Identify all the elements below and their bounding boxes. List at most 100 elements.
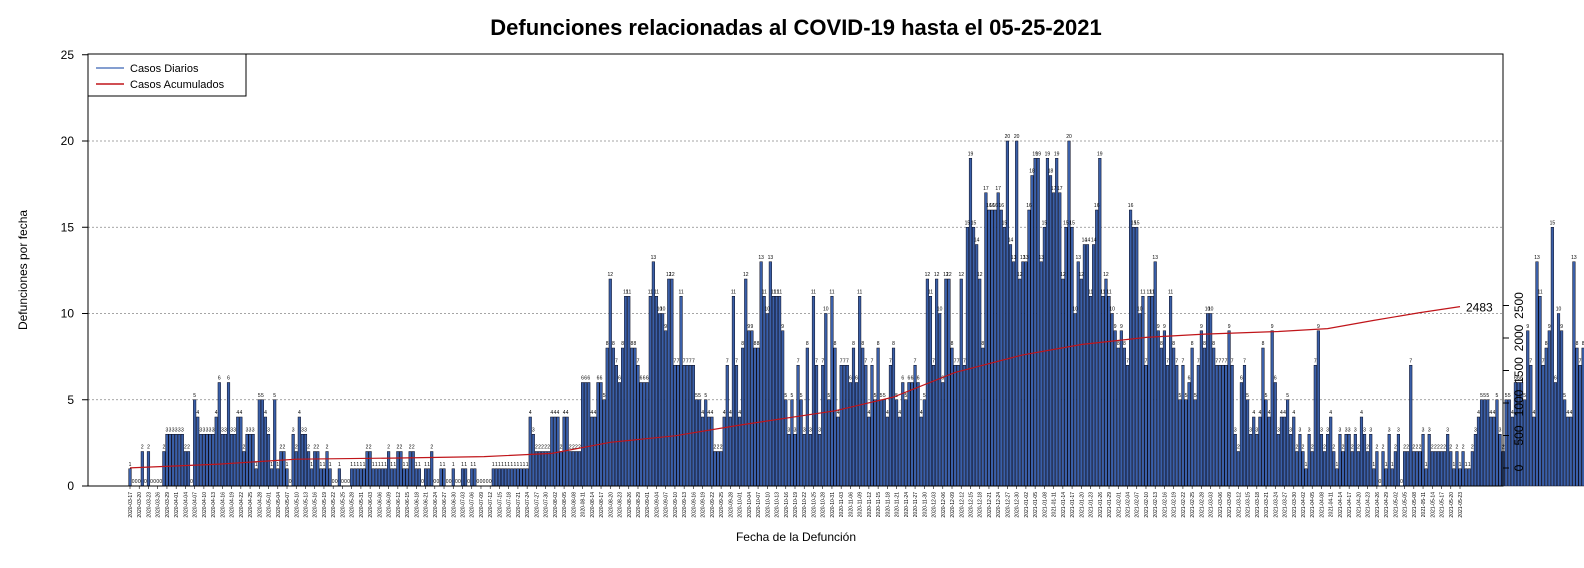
bar-value-label: 16 [1128, 203, 1134, 209]
x-date-label: 2020-11-27 [913, 492, 919, 517]
bar-value-label: 3 [1249, 427, 1252, 433]
bar [251, 434, 255, 487]
bar-value-label: 4 [707, 410, 710, 416]
bar [651, 261, 655, 487]
bar [316, 451, 320, 487]
bar-value-label: 3 [803, 427, 806, 433]
bar-value-label: 9 [1120, 324, 1123, 330]
bar [679, 296, 683, 487]
bar [768, 261, 772, 487]
bar [584, 382, 588, 487]
bar-value-label: 3 [169, 427, 172, 433]
x-date-label: 2021-04-23 [1366, 492, 1372, 518]
bar [205, 434, 209, 487]
bar [242, 451, 246, 487]
bar-value-label: 11 [1100, 289, 1105, 295]
bar-value-label: 8 [634, 341, 637, 347]
bar-value-label: 15 [1063, 220, 1069, 226]
bar-value-label: 3 [221, 427, 224, 433]
bar [762, 296, 766, 487]
bar-value-label: 12 [946, 272, 952, 278]
bar [725, 365, 729, 487]
bar [1267, 416, 1271, 487]
x-date-label: 2021-02-28 [1199, 492, 1205, 518]
bar-value-label: 2 [162, 445, 165, 451]
bar-value-label: 2 [538, 445, 541, 451]
x-date-label: 2020-11-18 [885, 492, 891, 517]
x-date-label: 2020-03-20 [137, 492, 143, 518]
bar [1036, 158, 1040, 487]
bar-value-label: 4 [1268, 410, 1271, 416]
bar [1301, 451, 1305, 487]
bar-value-label: 11 [771, 289, 776, 295]
bar [1141, 296, 1145, 487]
bar-value-label: 1 [520, 462, 523, 468]
bar [180, 434, 184, 487]
bar-value-label: 7 [889, 358, 892, 364]
bar [827, 399, 831, 487]
bar-value-label: 3 [202, 427, 205, 433]
x-date-label: 2020-09-16 [691, 492, 697, 518]
bar-value-label: 1 [1372, 462, 1375, 468]
bar [217, 382, 221, 487]
bar-value-label: 10 [1205, 307, 1211, 313]
x-date-label: 2021-01-02 [1024, 492, 1030, 518]
bar-value-label: 7 [871, 358, 874, 364]
bar-value-label: 7 [1579, 358, 1582, 364]
x-date-label: 2020-05-07 [285, 492, 291, 518]
x-date-label: 2020-05-10 [294, 492, 300, 518]
bar-value-label: 18 [1048, 169, 1054, 175]
bar-value-label: 1 [350, 462, 353, 468]
bar-value-label: 9 [1163, 324, 1166, 330]
x-date-label: 2020-07-24 [525, 492, 531, 518]
x-date-label: 2020-11-09 [858, 492, 864, 517]
bar-value-label: 8 [951, 341, 954, 347]
bar [978, 278, 982, 487]
bar-value-label: 5 [261, 393, 264, 399]
x-date-label: 2020-07-03 [461, 492, 467, 518]
bar-value-label: 15 [971, 220, 977, 226]
bar-value-label: 2 [313, 445, 316, 451]
bar-value-label: 1 [329, 462, 332, 468]
bar [1458, 468, 1462, 487]
y2-tick-label: 0 [1512, 464, 1526, 471]
bar [1224, 365, 1228, 487]
bar-value-label: 1 [393, 462, 396, 468]
bar [1181, 365, 1185, 487]
bar-value-label: 1 [424, 462, 427, 468]
bar-value-label: 7 [1197, 358, 1200, 364]
bar [1286, 399, 1290, 487]
bar-value-label: 3 [246, 427, 249, 433]
x-date-label: 2020-10-07 [756, 492, 762, 518]
bar [1215, 365, 1219, 487]
bar-value-label: 5 [1523, 393, 1526, 399]
bar-value-label: 3 [1446, 427, 1449, 433]
bar-value-label: 7 [843, 358, 846, 364]
x-date-label: 2021-04-20 [1356, 492, 1362, 518]
bar-value-label: 2 [1449, 445, 1452, 451]
bar [1553, 382, 1558, 487]
bar [870, 365, 874, 487]
bar [1132, 227, 1136, 487]
bar-value-label: 3 [1320, 427, 1323, 433]
bar [513, 468, 517, 487]
bar [350, 468, 354, 487]
bar [972, 227, 976, 487]
bar-value-label: 1 [270, 462, 273, 468]
bar [276, 468, 280, 487]
bar-value-label: 0 [347, 479, 350, 485]
x-date-label: 2021-02-10 [1144, 492, 1150, 518]
bar-value-label: 3 [172, 427, 175, 433]
bar [941, 382, 945, 487]
bar [636, 365, 640, 487]
bar [1058, 192, 1062, 487]
bar [1464, 468, 1468, 487]
bar-value-label: 1 [372, 462, 375, 468]
bar-value-label: 1 [517, 462, 520, 468]
bar [171, 434, 175, 487]
bar-value-label: 3 [818, 427, 821, 433]
bar-value-label: 8 [1582, 341, 1584, 347]
bar-value-label: 0 [458, 479, 461, 485]
bar-value-label: 7 [615, 358, 618, 364]
x-date-label: 2020-04-19 [230, 492, 236, 518]
